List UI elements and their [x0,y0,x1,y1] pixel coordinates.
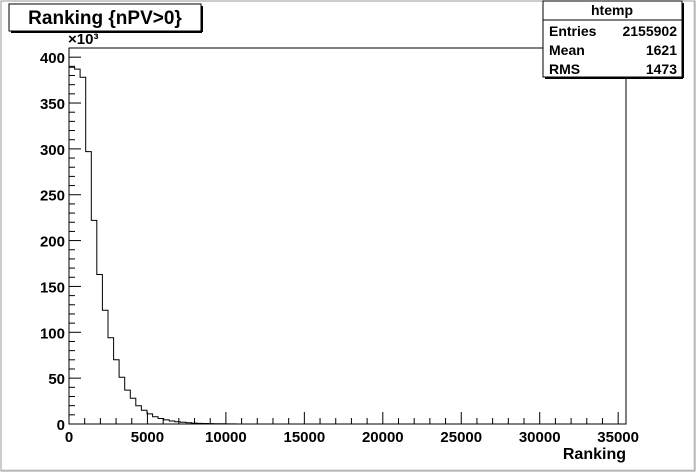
stats-rms-label: RMS [549,61,580,77]
chart-title: Ranking {nPV>0} [28,8,182,29]
y-tick-label: 150 [40,279,65,296]
stats-rms-value: 1473 [646,61,677,77]
x-tick-label: 0 [65,429,73,446]
stats-entries-label: Entries [549,23,597,39]
y-tick-label: 200 [40,234,65,251]
y-tick-label: 50 [48,371,65,388]
x-tick-label: 35000 [597,429,639,446]
x-tick-label: 10000 [205,429,247,446]
y-tick-label: 100 [40,325,65,342]
stats-entries-value: 2155902 [622,23,677,39]
x-axis-title: Ranking [563,446,626,463]
x-tick-label: 25000 [440,429,482,446]
x-tick-label: 20000 [362,429,404,446]
plot-frame [68,47,627,425]
x-tick-label: 5000 [131,429,164,446]
stats-box-name: htemp [591,2,633,18]
stats-mean-value: 1621 [646,42,677,58]
y-tick-label: 350 [40,96,65,113]
title-box: Ranking {nPV>0} [8,3,203,33]
y-axis-multiplier: ×10³ [68,31,98,48]
y-tick-label: 0 [57,417,65,434]
x-tick-label: 15000 [283,429,325,446]
y-axis: 0 50 100 150 200 250 300 350 400 [40,47,81,434]
histogram-series [68,66,237,425]
y-tick-label: 300 [40,142,65,159]
y-tick-label: 250 [40,188,65,205]
x-axis: 0 5000 10000 15000 20000 25000 30000 35000 [65,412,639,446]
y-tick-label: 400 [40,50,65,67]
stats-mean-label: Mean [549,42,585,58]
x-tick-label: 30000 [519,429,561,446]
stats-box: htemp Entries 2155902 Mean 1621 RMS 1473 [542,0,684,79]
